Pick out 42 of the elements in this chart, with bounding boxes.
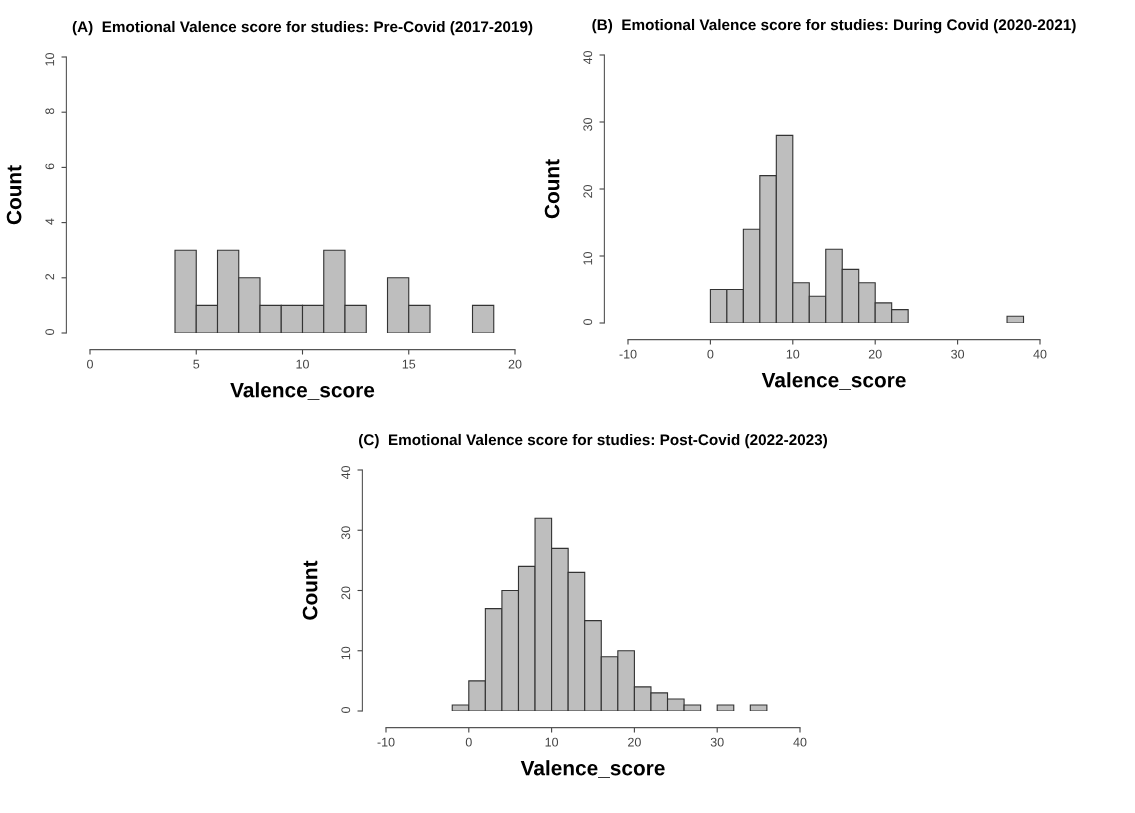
x-tick-label: 0 (465, 737, 472, 747)
x-tick-label: 10 (786, 349, 800, 359)
x-tick-label: 20 (628, 737, 641, 747)
x-tick-label: 30 (710, 737, 724, 747)
y-tick-label: 40 (341, 465, 351, 480)
chart-title: (A) Emotional Valence score for studies: Pre-Covid (2017-2019) (72, 20, 533, 36)
y-tick-label: 8 (45, 108, 55, 115)
y-tick-label: 30 (583, 117, 593, 131)
x-tick-label: 40 (1033, 349, 1047, 359)
y-axis-title: Count (6, 165, 22, 225)
y-tick-label: 20 (583, 184, 593, 198)
y-tick-label: 10 (583, 251, 593, 265)
x-tick-label: 40 (793, 737, 807, 747)
x-tick-label: 0 (87, 359, 93, 369)
y-tick-label: 0 (45, 328, 55, 335)
y-tick-label: 20 (341, 586, 351, 600)
y-tick-label: 6 (45, 163, 55, 170)
chart-title: (B) Emotional Valence score for studies: During Covid (2020-2021) (592, 18, 1076, 34)
x-tick-label: -10 (377, 737, 395, 747)
x-tick-label: 20 (868, 349, 882, 359)
x-axis-title: Valence_score (230, 382, 375, 400)
y-tick-label: 0 (341, 706, 351, 713)
x-tick-label: 10 (296, 359, 309, 369)
x-axis-title: Valence_score (520, 760, 665, 778)
y-tick-label: 10 (45, 52, 55, 66)
x-tick-label: 30 (951, 349, 965, 359)
x-tick-label: -10 (619, 349, 637, 359)
y-tick-label: 10 (341, 646, 351, 660)
x-tick-label: 0 (707, 349, 714, 359)
chart-title: (C) Emotional Valence score for studies: Post-Covid (2022-2023) (359, 433, 828, 449)
y-axis-title: Count (544, 159, 560, 219)
x-axis-title: Valence_score (761, 372, 906, 390)
y-tick-label: 30 (341, 526, 351, 540)
x-tick-label: 5 (193, 359, 200, 369)
y-axis-title: Count (302, 560, 318, 620)
y-tick-label: 0 (583, 318, 593, 325)
y-tick-label: 40 (583, 50, 593, 65)
x-tick-label: 10 (545, 737, 559, 747)
y-tick-label: 2 (45, 273, 55, 280)
x-tick-label: 20 (508, 359, 522, 369)
y-tick-label: 4 (45, 218, 55, 225)
x-tick-label: 15 (402, 359, 416, 369)
